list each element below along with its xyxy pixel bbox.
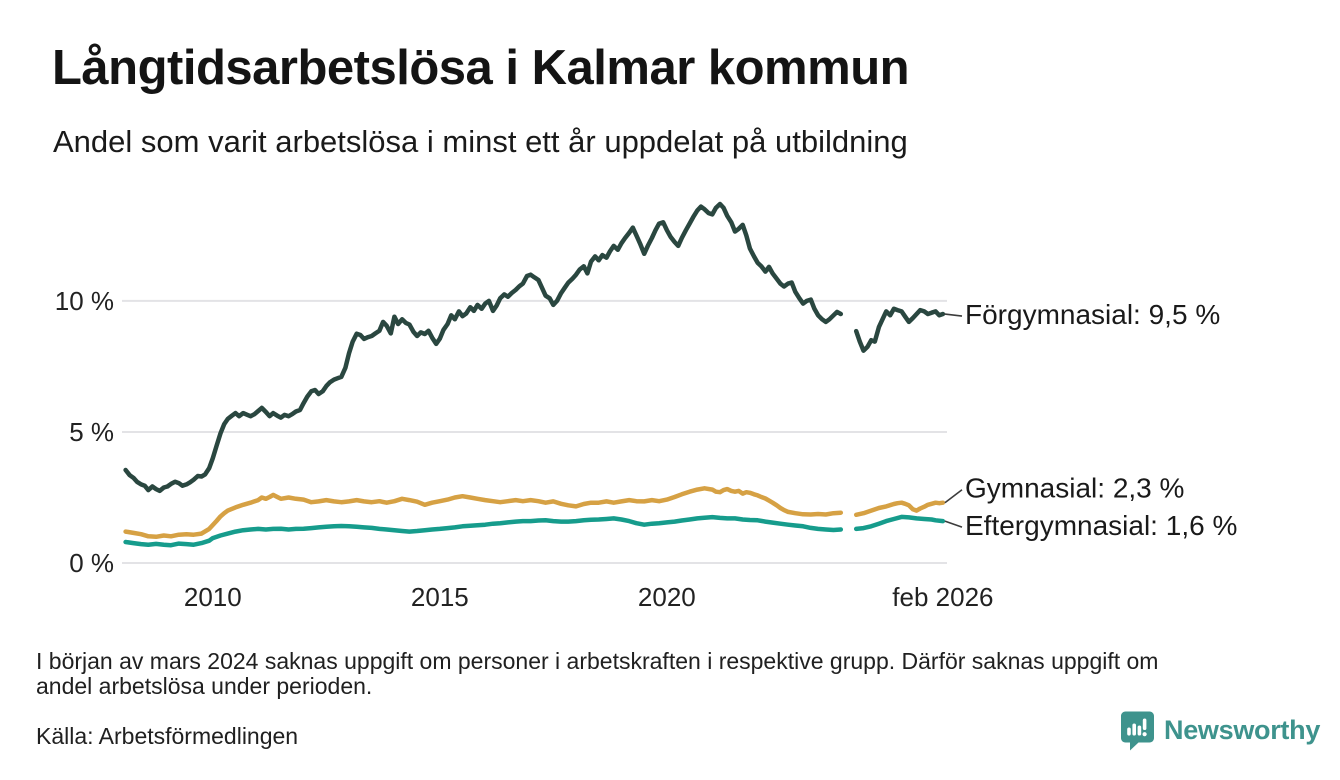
series-end-label-gymnasial: Gymnasial: 2,3 % xyxy=(965,473,1184,504)
brand-logo: Newsworthy xyxy=(1120,710,1320,751)
x-tick-label: 2020 xyxy=(638,582,696,612)
footnote-line-2: andel arbetslösa under perioden. xyxy=(36,672,373,699)
leader-line-förgymnasial xyxy=(944,313,963,317)
page-title: Långtidsarbetslösa i Kalmar kommun xyxy=(52,41,910,95)
series-line-förgymnasial xyxy=(123,201,844,494)
series-end-label-eftergymnasial: Eftergymnasial: 1,6 % xyxy=(965,510,1237,541)
x-tick-label: 2010 xyxy=(184,582,242,612)
series-line-eftergymnasial xyxy=(123,514,844,548)
y-tick-label: 0 % xyxy=(69,548,114,578)
series-line-gymnasial-after-gap xyxy=(853,500,946,518)
series-end-label-förgymnasial: Förgymnasial: 9,5 % xyxy=(965,299,1220,330)
footnote-line-1: I början av mars 2024 saknas uppgift om … xyxy=(36,648,1159,674)
x-tick-label: 2015 xyxy=(411,582,469,612)
brand-name: Newsworthy xyxy=(1164,715,1321,745)
chart-subtitle: Andel som varit arbetslösa i minst ett å… xyxy=(53,124,908,159)
series-line-gymnasial xyxy=(123,486,844,540)
x-tick-label: feb 2026 xyxy=(892,582,993,612)
newsworthy-icon xyxy=(1120,710,1155,751)
leader-line-gymnasial xyxy=(944,489,963,504)
series-line-eftergymnasial-after-gap xyxy=(853,514,946,532)
y-tick-label: 10 % xyxy=(55,286,114,316)
series-line-förgymnasial-after-gap xyxy=(853,306,946,353)
source-note: Källa: Arbetsförmedlingen xyxy=(36,723,299,749)
footnote: I början av mars 2024 saknas uppgift om … xyxy=(36,649,1158,698)
leader-line-eftergymnasial xyxy=(944,520,963,528)
y-tick-label: 5 % xyxy=(69,417,114,447)
